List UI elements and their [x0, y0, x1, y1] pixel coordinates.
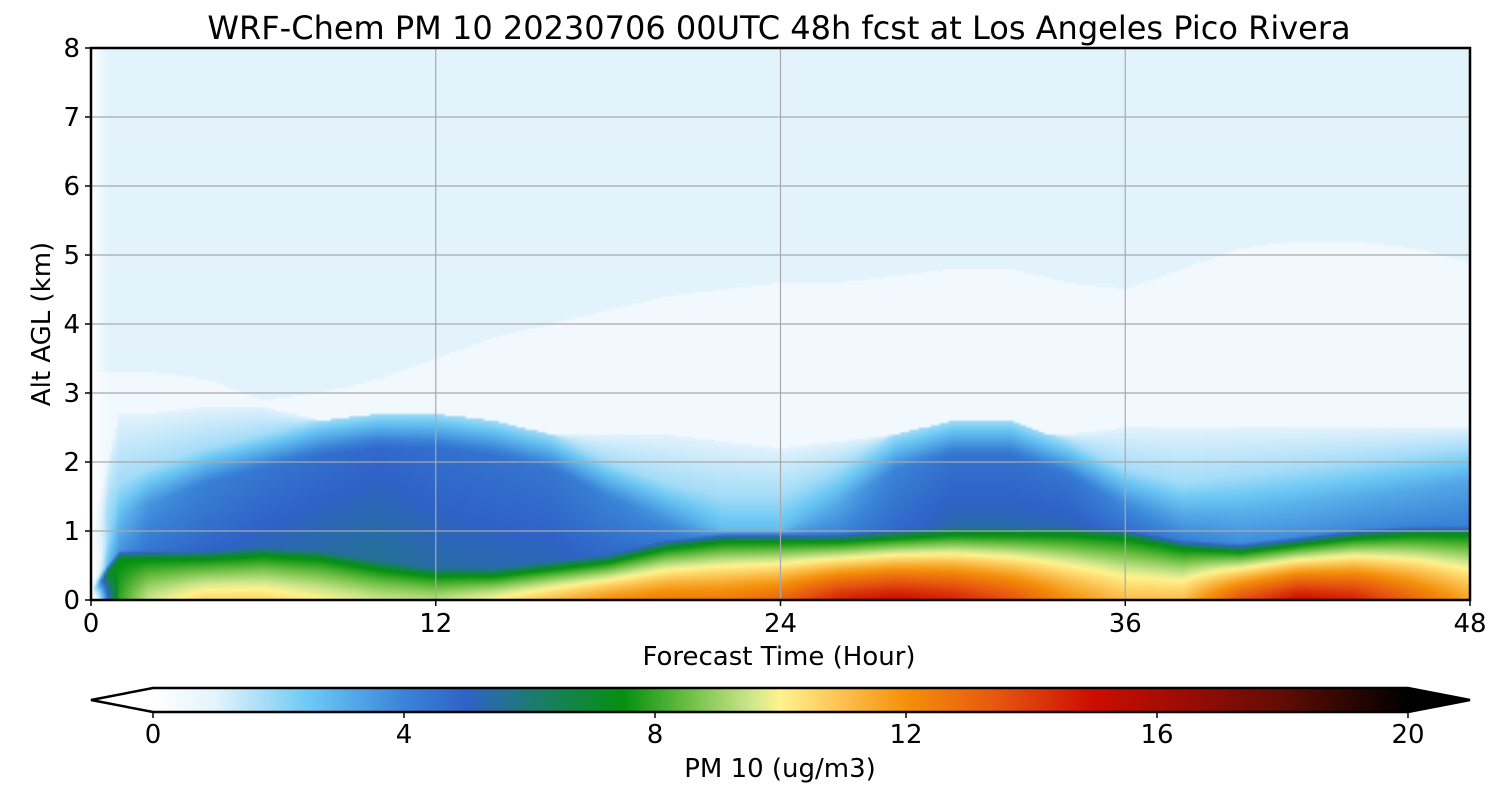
plot-area	[89, 46, 1472, 602]
y-tick-label: 0	[63, 586, 80, 616]
y-tick-label: 7	[63, 103, 80, 133]
colorbar: 0 4 8 12 16 20	[90, 686, 1471, 750]
x-tick-label: 48	[1453, 609, 1486, 639]
y-tick-label: 5	[63, 241, 80, 271]
y-tick-label: 2	[63, 448, 80, 478]
y-tick-label: 8	[63, 34, 80, 64]
x-tick-label: 0	[83, 609, 100, 639]
x-tick-label: 36	[1109, 609, 1142, 639]
y-tick-label: 3	[63, 379, 80, 409]
colorbar-extend-min	[91, 688, 153, 712]
y-tick-label: 1	[63, 517, 80, 547]
y-axis-label: Alt AGL (km)	[27, 242, 57, 406]
colorbar-tick-label: 8	[647, 720, 664, 750]
colorbar-extend-max	[1408, 688, 1470, 712]
x-tick-label: 12	[419, 609, 452, 639]
y-tick-label: 4	[63, 310, 80, 340]
colorbar-tick-label: 12	[889, 720, 922, 750]
x-tick-label: 24	[764, 609, 797, 639]
colorbar-ticks: 0 4 8 12 16 20	[145, 712, 1425, 750]
colorbar-gradient	[153, 688, 1408, 712]
colorbar-tick-label: 4	[396, 720, 413, 750]
colorbar-label: PM 10 (ug/m3)	[684, 754, 876, 784]
x-axis-label: Forecast Time (Hour)	[642, 642, 915, 672]
x-axis: 0 12 24 36 48	[83, 600, 1487, 639]
colorbar-tick-label: 16	[1140, 720, 1173, 750]
y-axis: 0 1 2 3 4 5 6 7 8	[63, 34, 91, 616]
grid-lines	[91, 48, 1470, 600]
y-tick-label: 6	[63, 172, 80, 202]
colorbar-tick-label: 0	[145, 720, 162, 750]
colorbar-tick-label: 20	[1391, 720, 1424, 750]
chart-title: WRF-Chem PM 10 20230706 00UTC 48h fcst a…	[207, 9, 1350, 47]
